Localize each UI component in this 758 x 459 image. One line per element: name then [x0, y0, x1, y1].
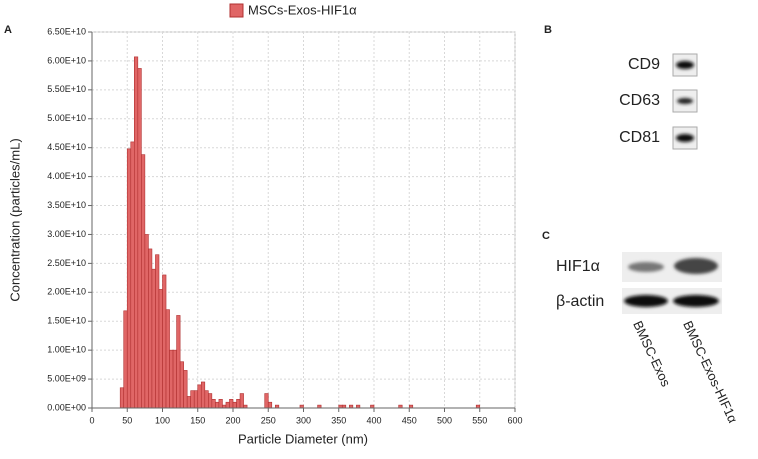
- x-tick-label: 200: [225, 415, 240, 425]
- blot-label: CD63: [619, 92, 660, 109]
- panel-label: A: [4, 24, 12, 36]
- y-tick-label: 6.00E+10: [47, 55, 86, 65]
- y-tick-label: 1.50E+10: [47, 316, 86, 326]
- bar: [211, 399, 216, 409]
- y-tick-label: 5.00E+09: [47, 373, 86, 383]
- bar: [183, 370, 188, 409]
- bar: [190, 390, 195, 409]
- panel-label: B: [544, 24, 552, 36]
- x-tick-label: 150: [190, 415, 205, 425]
- y-tick-label: 4.00E+10: [47, 171, 86, 181]
- bar: [134, 56, 139, 409]
- blot-c: [622, 252, 722, 314]
- bar: [197, 384, 202, 409]
- blot-label: CD81: [619, 129, 660, 146]
- bar: [208, 393, 213, 409]
- bar: [172, 349, 177, 409]
- blot-label: β-actin: [556, 293, 604, 310]
- x-tick-label: 550: [472, 415, 487, 425]
- bar: [264, 393, 269, 409]
- x-tick-label: 300: [296, 415, 311, 425]
- bar: [141, 154, 146, 409]
- blot-label: HIF1α: [556, 258, 600, 275]
- bar: [176, 315, 181, 409]
- x-tick-label: 400: [366, 415, 381, 425]
- y-tick-label: 1.00E+10: [47, 345, 86, 355]
- x-tick-label: 600: [507, 415, 522, 425]
- bar: [200, 381, 206, 409]
- y-tick-label: 3.00E+10: [47, 229, 86, 239]
- lane-label: BMSC-Exos: [630, 318, 674, 389]
- y-axis-title: Concentration (particles/mL): [7, 138, 22, 301]
- blot-label: CD9: [628, 56, 660, 73]
- bar: [232, 401, 237, 409]
- panel-label: C: [542, 230, 550, 242]
- bar: [155, 254, 160, 409]
- y-tick-label: 4.50E+10: [47, 142, 86, 152]
- y-tick-label: 5.50E+10: [47, 84, 86, 94]
- bar: [239, 393, 244, 409]
- bar: [119, 387, 125, 409]
- x-tick-label: 450: [402, 415, 417, 425]
- y-tick-label: 0.00E+00: [47, 402, 86, 412]
- y-tick-label: 2.00E+10: [47, 287, 86, 297]
- x-tick-label: 250: [261, 415, 276, 425]
- x-axis-title: Particle Diameter (nm): [238, 431, 368, 446]
- bar: [236, 399, 241, 409]
- y-tick-label: 3.50E+10: [47, 200, 86, 210]
- bar: [225, 401, 230, 409]
- x-tick-label: 0: [89, 415, 94, 425]
- bar: [123, 310, 128, 409]
- y-tick-label: 2.50E+10: [47, 258, 86, 268]
- bar: [193, 390, 199, 409]
- legend-swatch: [229, 3, 244, 18]
- bar: [204, 390, 209, 409]
- bar: [144, 234, 149, 409]
- blot-b: [672, 53, 698, 150]
- bar: [267, 401, 273, 409]
- legend-label: MSCs-Exos-HIF1α: [248, 2, 357, 17]
- bar: [137, 68, 142, 409]
- bar: [218, 399, 223, 409]
- bar: [130, 141, 135, 409]
- bar: [158, 289, 163, 409]
- bar: [186, 396, 192, 409]
- bar: [179, 361, 184, 409]
- bar: [229, 399, 234, 409]
- bar: [162, 274, 167, 409]
- y-tick-label: 6.50E+10: [47, 26, 86, 36]
- x-tick-label: 500: [437, 415, 452, 425]
- bar: [126, 148, 132, 409]
- x-tick-label: 350: [331, 415, 346, 425]
- bar: [165, 309, 170, 409]
- bar: [215, 401, 220, 409]
- y-tick-label: 5.00E+10: [47, 113, 86, 123]
- x-tick-label: 50: [122, 415, 132, 425]
- bar: [169, 349, 174, 409]
- lane-label: BMSC-Exos-HIF1α: [680, 318, 741, 425]
- x-tick-label: 100: [155, 415, 170, 425]
- bar: [148, 248, 153, 409]
- bar: [151, 268, 156, 409]
